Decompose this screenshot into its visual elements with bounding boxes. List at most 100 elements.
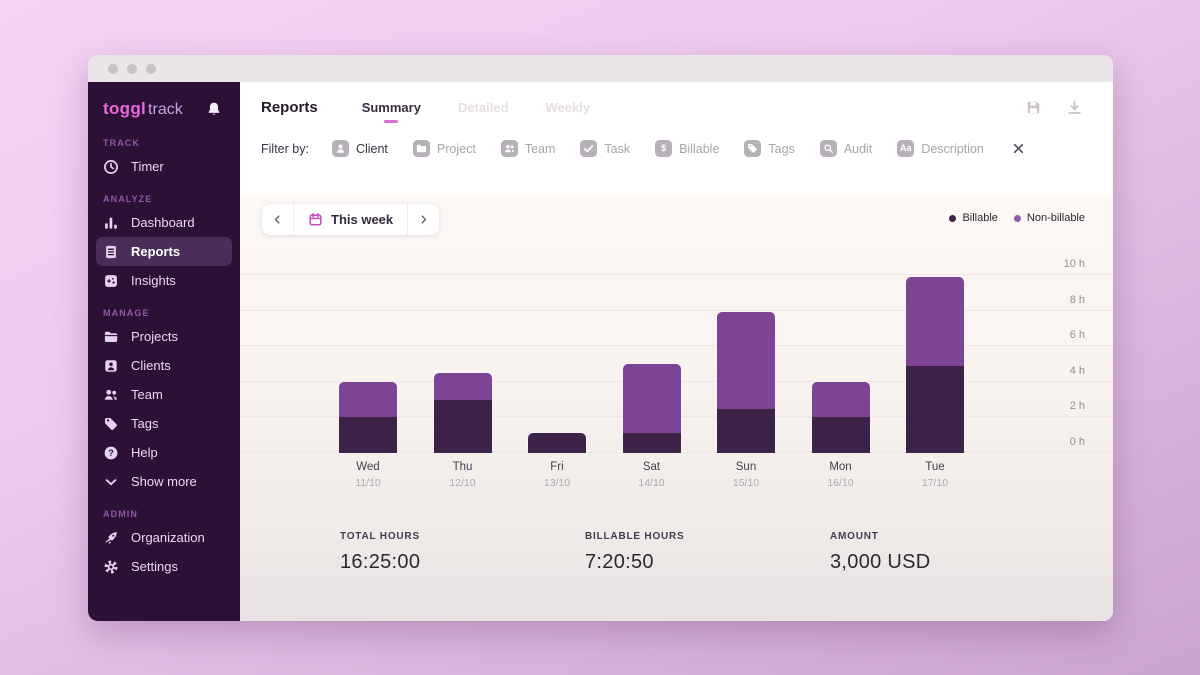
report-tabs: Summary Detailed Weekly: [362, 100, 590, 115]
nav-section-label-admin: ADMIN: [103, 509, 138, 519]
date-range-label: This week: [331, 212, 394, 227]
day-date: 11/10: [355, 477, 381, 489]
filter-chip-billable[interactable]: $ Billable: [655, 140, 719, 157]
day-name: Tue: [925, 461, 945, 473]
bar-tue[interactable]: [906, 276, 964, 453]
header-actions: [1025, 99, 1083, 116]
bar-sun[interactable]: [717, 312, 775, 453]
magnifier-icon: [819, 140, 837, 157]
stat-label: TOTAL HOURS: [340, 531, 420, 542]
bar-thu[interactable]: [433, 372, 492, 453]
logo-product-text: track: [148, 101, 183, 118]
chart-legend: Billable Non-billable: [949, 212, 1085, 224]
x-axis-label-sat: Sat 14/10: [607, 461, 697, 489]
bar-fri[interactable]: [528, 433, 586, 453]
stat-label: AMOUNT: [830, 531, 879, 542]
sidebar-item-reports[interactable]: Reports: [96, 237, 232, 266]
sidebar-item-label: Clients: [131, 358, 171, 373]
window-control-dot[interactable]: [146, 63, 156, 74]
billable-segment: [717, 408, 775, 453]
sidebar-item-team[interactable]: Team: [96, 380, 232, 409]
folder-chip-icon: [412, 140, 430, 157]
filter-chip-team[interactable]: Team: [500, 140, 556, 157]
sidebar-item-timer[interactable]: Timer: [96, 152, 232, 181]
chevron-down-icon: [103, 474, 119, 490]
sidebar: toggl track TRACK Timer ANALYZE Dashboard Rep…: [88, 82, 240, 621]
report-area: This week Billable Non-billable 0 h 2 h 4 h…: [240, 195, 1113, 621]
gear-icon: [103, 559, 119, 575]
save-icon[interactable]: [1025, 99, 1042, 116]
sidebar-item-show-more[interactable]: Show more: [96, 467, 232, 496]
filter-chip-description[interactable]: Aa Description: [897, 140, 984, 157]
filter-chip-project[interactable]: Project: [412, 140, 476, 157]
bar-mon[interactable]: [811, 381, 870, 453]
stat-value: 3,000 USD: [830, 551, 931, 573]
filter-chip-label: Audit: [843, 141, 873, 156]
sidebar-item-dashboard[interactable]: Dashboard: [96, 208, 232, 237]
filter-chip-client[interactable]: Client: [331, 140, 388, 157]
day-date: 12/10: [449, 477, 476, 489]
nav-section-label-track: TRACK: [103, 138, 140, 148]
sidebar-item-clients[interactable]: Clients: [96, 351, 232, 380]
tab-summary[interactable]: Summary: [361, 100, 421, 115]
bar-chart: 0 h 2 h 4 h 6 h 8 h 10 h: [240, 258, 1113, 453]
clear-filters-icon[interactable]: [1011, 141, 1026, 156]
bell-icon[interactable]: [206, 101, 222, 117]
sidebar-item-tags[interactable]: Tags: [96, 409, 232, 438]
billable-segment: [811, 417, 870, 453]
gridline: [240, 309, 1113, 311]
next-week-button[interactable]: [408, 204, 439, 235]
sidebar-item-label: Help: [131, 445, 158, 460]
filter-bar: Filter by: Client Project Team Task $ Billabl…: [240, 116, 1113, 157]
date-range-button[interactable]: This week: [293, 204, 409, 235]
sidebar-item-organization[interactable]: Organization: [96, 523, 232, 552]
y-axis-tick-label: 2 h: [1069, 400, 1085, 413]
sidebar-item-help[interactable]: ? Help: [96, 438, 232, 467]
person-icon: [331, 140, 349, 157]
sidebar-item-label: Organization: [131, 530, 205, 545]
day-name: Sun: [735, 461, 757, 473]
stat-total-hours: TOTAL HOURS 16:25:00: [340, 531, 420, 574]
nav-section-label-manage: MANAGE: [103, 308, 150, 318]
sidebar-item-insights[interactable]: Insights: [96, 266, 232, 295]
filter-label: Filter by:: [261, 141, 309, 156]
sidebar-item-label: Timer: [131, 159, 164, 174]
x-axis-label-fri: Fri 13/10: [512, 461, 602, 489]
people-icon: [103, 387, 119, 403]
non-billable-segment: [811, 381, 870, 418]
bar-wed[interactable]: [339, 381, 397, 453]
tab-detailed[interactable]: Detailed: [457, 100, 509, 115]
window-control-dot[interactable]: [127, 63, 137, 74]
day-date: 14/10: [638, 477, 665, 489]
filter-chip-label: Team: [524, 141, 556, 156]
tag-chip-icon: [744, 140, 762, 157]
x-axis-label-tue: Tue 17/10: [890, 461, 980, 489]
prev-week-button[interactable]: [262, 204, 293, 235]
document-icon: [103, 244, 119, 260]
folder-icon: [103, 329, 119, 345]
day-date: 15/10: [732, 477, 760, 489]
main-content: Reports Summary Detailed Weekly Filter by:…: [240, 82, 1113, 621]
day-date: 13/10: [543, 477, 571, 489]
download-icon[interactable]: [1066, 99, 1083, 116]
nav-section-label-analyze: ANALYZE: [103, 194, 153, 204]
clock-icon: [103, 159, 119, 175]
filter-chip-audit[interactable]: Audit: [819, 140, 873, 157]
sidebar-item-settings[interactable]: Settings: [96, 552, 232, 581]
filter-chip-task[interactable]: Task: [580, 140, 630, 157]
toggl-logo[interactable]: toggl track: [103, 99, 183, 119]
filter-chip-label: Client: [355, 141, 388, 156]
aa-icon: Aa: [897, 140, 915, 157]
bar-sat[interactable]: [622, 364, 681, 453]
billable-segment: [433, 399, 492, 453]
day-date: 17/10: [921, 477, 949, 489]
logo-brand-text: toggl: [103, 99, 147, 118]
sidebar-item-label: Dashboard: [131, 215, 195, 230]
filter-chip-tags[interactable]: Tags: [744, 140, 795, 157]
sidebar-item-projects[interactable]: Projects: [96, 322, 232, 351]
tab-weekly[interactable]: Weekly: [545, 100, 591, 115]
y-axis-tick-label: 10 h: [1063, 258, 1085, 270]
sidebar-item-label: Tags: [131, 416, 159, 431]
svg-text:?: ?: [108, 448, 114, 458]
window-control-dot[interactable]: [108, 63, 118, 74]
